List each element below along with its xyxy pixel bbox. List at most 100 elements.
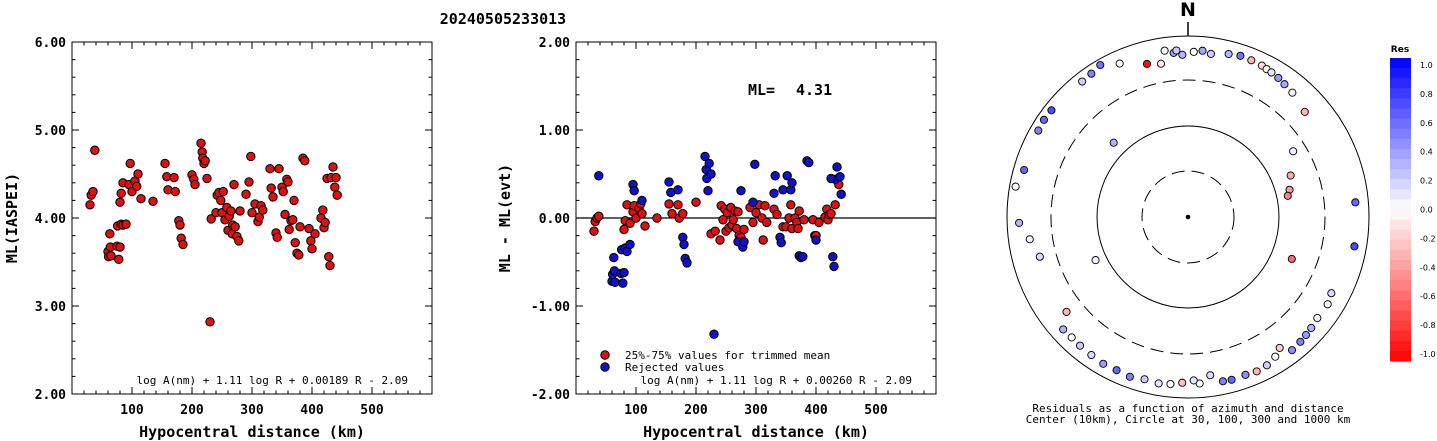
- colorbar-swatch: [1390, 138, 1411, 150]
- polar-station-point: [1323, 300, 1332, 309]
- mid-accepted-point: [728, 215, 738, 225]
- mid-rejected-point: [673, 185, 683, 195]
- colorbar: Res 1.0 0.8 0.6 0.4 0.2 0.0 -0.2 -0.4 -0.6 -0.8 -1…: [1390, 45, 1436, 362]
- left-data-point: [310, 229, 320, 239]
- polar-station-point: [1189, 376, 1198, 385]
- mid-rejected-point: [664, 177, 674, 187]
- mid-accepted-point: [637, 208, 647, 219]
- left-data-point: [307, 244, 317, 254]
- left-xtick-label: 300: [240, 403, 264, 418]
- left-ytick-label: 5.00: [35, 124, 66, 139]
- ring-100km: [1096, 125, 1280, 309]
- polar-station-point: [1059, 325, 1068, 334]
- mid-rejected-point: [776, 237, 786, 248]
- mid-rejected-point: [679, 239, 689, 250]
- mid-rejected-point: [706, 169, 716, 179]
- mid-accepted-point: [739, 224, 749, 235]
- left-data-point: [85, 200, 95, 210]
- polar-station-point: [1115, 59, 1124, 68]
- polar-station-point: [1034, 126, 1043, 135]
- mid-accepted-point: [664, 199, 674, 209]
- mid-accepted-point: [786, 200, 796, 210]
- left-xtick-label: 400: [300, 403, 324, 418]
- left-panel: 6.00 5.00 4.00 3.00 2.00 100 200 300 400 500 log…: [3, 36, 433, 441]
- left-data-point: [266, 183, 276, 193]
- polar-station-point: [1262, 361, 1271, 370]
- polar-station-point: [1227, 375, 1236, 384]
- mid-rejected-point: [828, 252, 838, 262]
- polar-station-point: [1296, 337, 1305, 346]
- polar-station-point: [1267, 68, 1276, 77]
- left-data-point: [196, 138, 206, 148]
- polar-station-point: [1078, 77, 1087, 86]
- mid-x-axis: 100 200 300 400 500: [575, 42, 937, 418]
- mid-accepted-point: [718, 215, 728, 225]
- left-data-point: [331, 172, 341, 183]
- left-data-point: [200, 156, 210, 166]
- colorbar-swatch: [1390, 340, 1411, 352]
- mid-accepted-point: [652, 213, 662, 223]
- polar-station-point: [1062, 307, 1071, 316]
- legend-rejected-marker: [600, 362, 610, 372]
- mid-rejected-point: [782, 171, 792, 181]
- polar-station-point: [1142, 59, 1152, 68]
- mid-rejected-point: [609, 252, 619, 263]
- left-scatter-points: [85, 138, 342, 327]
- polar-station-point: [1252, 367, 1261, 376]
- left-data-point: [170, 186, 180, 197]
- mid-formula: log A(nm) + 1.11 log R + 0.00260 R - 2.0…: [640, 374, 912, 387]
- mid-accepted-point: [710, 226, 720, 236]
- mid-rejected-point: [750, 159, 760, 170]
- left-data-point: [133, 169, 143, 179]
- mid-accepted-point: [733, 207, 743, 217]
- colorbar-swatch: [1390, 320, 1411, 332]
- mid-rejected-point: [778, 185, 788, 195]
- polar-station-point: [1350, 242, 1359, 251]
- mid-xtick-label: 300: [744, 403, 768, 418]
- colorbar-swatch: [1390, 108, 1411, 120]
- mid-accepted-point: [814, 217, 824, 228]
- left-data-point: [330, 182, 340, 192]
- mid-rejected-point: [704, 158, 714, 169]
- polar-station-point: [1241, 370, 1250, 379]
- mid-scatter-points: [589, 151, 846, 339]
- mid-accepted-point: [794, 206, 804, 216]
- polar-station-point: [1039, 115, 1049, 124]
- mid-accepted-point: [793, 223, 803, 234]
- left-xtick-label: 500: [360, 403, 384, 418]
- mid-accepted-point: [640, 221, 650, 231]
- colorbar-swatch: [1390, 310, 1411, 322]
- mid-rejected-point: [770, 171, 780, 181]
- polar-station-point: [1087, 350, 1096, 360]
- polar-station-point: [1283, 191, 1292, 200]
- left-data-point: [300, 156, 310, 166]
- mid-xtick-label: 400: [804, 403, 828, 418]
- ring-outer: [1006, 35, 1370, 399]
- left-data-point: [116, 188, 126, 199]
- polar-station-point: [1112, 366, 1121, 375]
- left-ytick-label: 2.00: [35, 388, 66, 403]
- left-data-point: [136, 193, 146, 204]
- colorbar-swatch: [1390, 78, 1411, 89]
- left-xtick-label: 100: [120, 403, 144, 418]
- left-ytick-label: 6.00: [35, 36, 66, 51]
- polar-station-point: [1198, 46, 1207, 55]
- colorbar-swatch: [1390, 189, 1411, 200]
- left-data-point: [218, 186, 228, 197]
- colorbar-label: -0.4: [1420, 263, 1436, 272]
- mid-accepted-point: [715, 235, 725, 245]
- colorbar-label: -0.2: [1420, 234, 1436, 243]
- polar-station-point: [1224, 49, 1233, 59]
- colorbar-swatch: [1390, 249, 1411, 261]
- mid-rejected-point: [637, 195, 647, 206]
- left-data-point: [284, 224, 294, 235]
- left-x-axis-label: Hypocentral distance (km): [139, 423, 365, 441]
- mid-accepted-point: [751, 208, 761, 218]
- mid-accepted-point: [758, 235, 768, 245]
- polar-station-point: [1172, 46, 1181, 55]
- colorbar-label: 1.0: [1420, 61, 1433, 70]
- polar-station-point: [1125, 372, 1134, 381]
- left-data-point: [88, 186, 98, 197]
- mid-accepted-point: [691, 197, 701, 207]
